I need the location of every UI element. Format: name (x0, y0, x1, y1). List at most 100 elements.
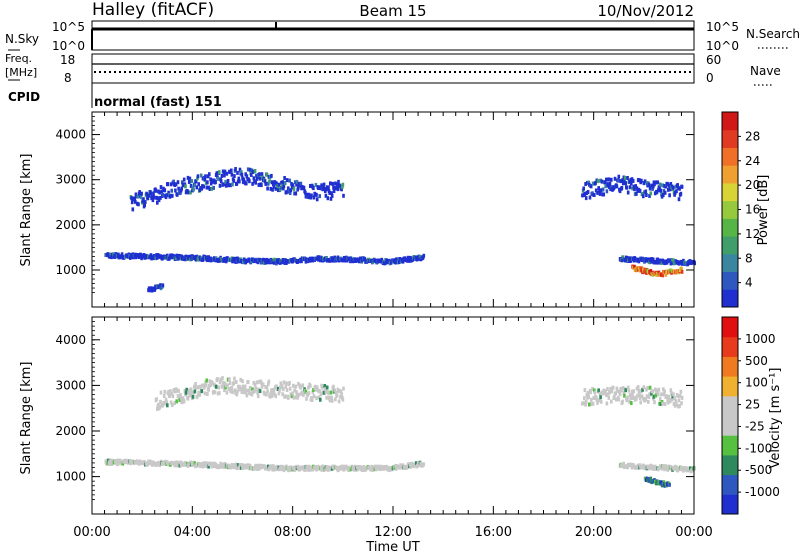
y-tick-label: 1000 (55, 470, 86, 484)
data-cell (601, 187, 605, 192)
data-cell (282, 387, 285, 392)
data-cell (228, 381, 232, 386)
data-cell (240, 463, 244, 468)
data-cell (274, 186, 278, 191)
data-cell (335, 182, 339, 187)
data-cell (253, 389, 256, 394)
colorbar-segment (722, 415, 738, 436)
data-cell (605, 177, 608, 182)
data-cell (636, 393, 639, 398)
data-cell (206, 180, 209, 185)
data-cell (139, 195, 143, 200)
data-cell (177, 388, 180, 393)
data-cell (172, 179, 175, 184)
data-cell (631, 392, 634, 397)
nsky-tick-top: 10^5 (52, 20, 85, 34)
colorbar-segment (722, 474, 738, 495)
data-cell (231, 182, 234, 187)
data-cell (663, 389, 666, 394)
data-cell (167, 389, 170, 394)
data-cell (288, 178, 291, 183)
data-cell (610, 177, 613, 182)
data-cell (626, 190, 630, 195)
data-cell (586, 180, 589, 185)
data-cell (602, 192, 605, 197)
data-cell (157, 402, 160, 407)
data-cell (133, 196, 136, 201)
data-cell (294, 191, 298, 196)
data-cell (628, 392, 632, 397)
data-cell (218, 380, 222, 385)
data-cell (582, 186, 585, 191)
data-cell (266, 186, 269, 191)
data-cell (205, 185, 209, 190)
data-cell (675, 189, 678, 194)
data-cell (659, 188, 663, 193)
data-cell (289, 188, 293, 193)
data-cell (615, 397, 618, 402)
data-cell (245, 181, 248, 186)
data-cell (232, 178, 236, 183)
data-cell (633, 187, 636, 192)
data-cell (238, 387, 241, 392)
data-cell (277, 182, 281, 187)
data-cell (193, 182, 197, 187)
data-cell (638, 188, 642, 193)
data-cell (584, 182, 587, 186)
data-cell (307, 385, 310, 390)
data-cell (291, 183, 294, 188)
freq-panel: Freq. [MHz] 18 8 60 0 Nave (5, 52, 781, 86)
data-cell (693, 466, 696, 471)
data-cell (261, 175, 264, 180)
data-cell (594, 188, 598, 193)
data-cell (196, 385, 199, 390)
data-cell (639, 400, 642, 405)
data-cell (288, 191, 292, 195)
data-cell (658, 185, 661, 190)
data-cell (595, 397, 599, 402)
data-cell (598, 189, 601, 193)
colorbar-segment (722, 336, 738, 357)
data-cell (162, 394, 166, 398)
data-cell (315, 197, 319, 202)
data-cell (322, 390, 326, 395)
data-cell (263, 179, 267, 184)
data-cell (422, 462, 426, 467)
colorbar-segment (722, 129, 738, 148)
data-cell (204, 174, 207, 179)
data-cell (596, 190, 599, 195)
data-cell (169, 389, 172, 394)
data-cell (621, 255, 625, 260)
data-cell (221, 169, 225, 174)
data-cell (271, 392, 274, 397)
data-cell (662, 193, 665, 197)
data-cell (176, 180, 180, 185)
data-cell (268, 260, 272, 265)
data-cell (655, 260, 658, 265)
data-cell (599, 188, 603, 193)
data-cell (280, 183, 284, 188)
data-cell (384, 260, 388, 265)
data-cell (604, 184, 607, 189)
x-tick-label: 04:00 (174, 525, 211, 540)
colorbar-segment (722, 494, 738, 515)
y-tick-label: 1000 (55, 263, 86, 277)
data-cell (320, 183, 323, 188)
data-cell (202, 383, 205, 388)
data-cell (297, 185, 300, 190)
data-cell (194, 382, 197, 386)
data-cell (626, 385, 630, 390)
data-cell (668, 193, 671, 198)
data-cell (171, 394, 175, 399)
data-cell (626, 465, 629, 470)
data-cell (173, 401, 177, 405)
data-cell (645, 394, 649, 399)
data-cell (236, 463, 240, 468)
data-cell (325, 256, 328, 260)
data-cell (265, 392, 268, 397)
data-cell (266, 389, 269, 394)
data-cell (272, 182, 275, 187)
data-cell (265, 385, 269, 390)
data-cell (246, 167, 250, 172)
data-cell (179, 395, 183, 400)
